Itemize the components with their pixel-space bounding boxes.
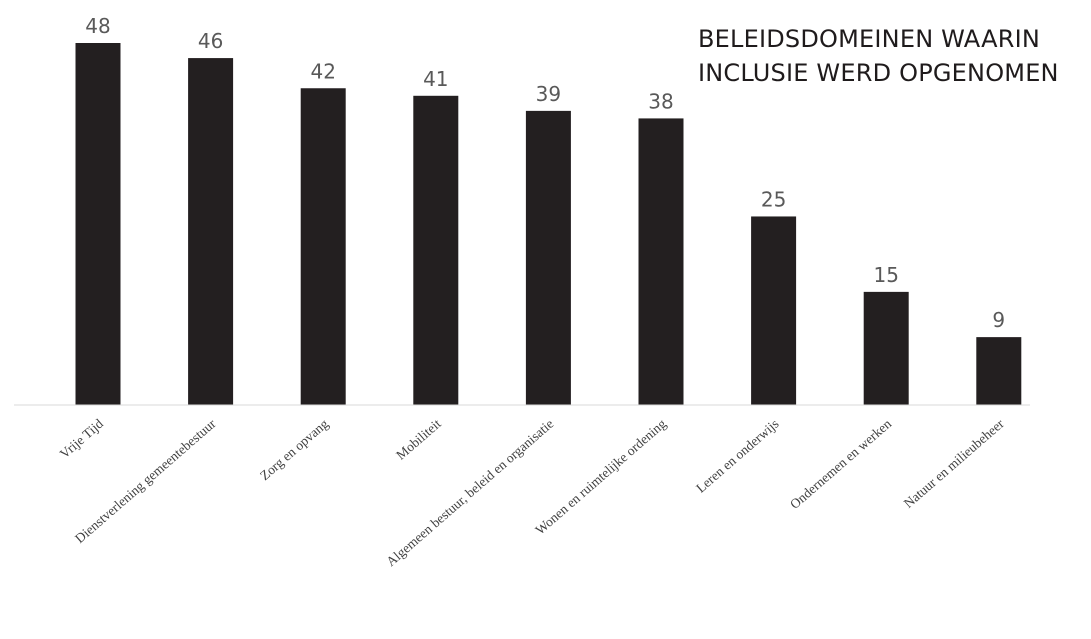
value-label-8: 9 — [992, 308, 1005, 332]
value-label-7: 15 — [873, 263, 898, 287]
category-label-7: Ondernemen en werken — [787, 416, 894, 512]
bar-group — [75, 43, 1022, 406]
chart-title-line-2: INCLUSIE WERD OPGENOMEN — [698, 59, 1059, 87]
category-label-0: Vrije Tijd — [57, 416, 106, 462]
category-label-2: Zorg en opvang — [257, 416, 331, 483]
bar-8 — [976, 337, 1022, 405]
category-label-5: Wonen en ruimtelijke ordening — [532, 416, 669, 538]
chart-title-line-1: BELEIDSDOMEINEN WAARIN — [698, 25, 1041, 53]
bar-4 — [525, 110, 571, 405]
bar-6 — [751, 216, 797, 405]
value-label-1: 46 — [198, 29, 223, 53]
bar-0 — [75, 43, 121, 405]
category-label-3: Mobiliteit — [393, 416, 444, 463]
value-label-group: 48 46 42 41 39 38 25 15 9 — [85, 14, 1005, 332]
bar-5 — [638, 118, 684, 406]
bar-7 — [863, 291, 909, 405]
category-label-6: Leren en onderwijs — [693, 416, 781, 496]
bar-2 — [300, 88, 346, 405]
value-label-0: 48 — [85, 14, 110, 38]
value-label-4: 39 — [536, 82, 561, 106]
category-label-8: Natuur en milieubeheer — [901, 416, 1007, 511]
value-label-2: 42 — [310, 59, 335, 83]
value-label-3: 41 — [423, 67, 448, 91]
bar-1 — [188, 58, 234, 405]
bar-3 — [413, 95, 459, 406]
value-label-6: 25 — [761, 187, 786, 211]
value-label-5: 38 — [648, 89, 673, 113]
chart-title: BELEIDSDOMEINEN WAARIN INCLUSIE WERD OPG… — [698, 22, 1088, 90]
